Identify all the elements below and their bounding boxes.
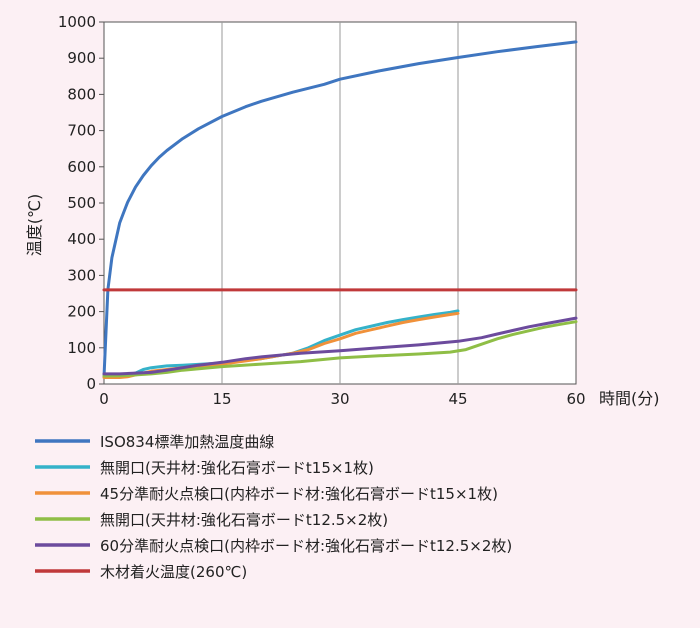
y-tick-label: 700 [67, 122, 96, 140]
legend-label-1: ISO834標準加熱温度曲線 [100, 433, 274, 451]
x-tick-label: 30 [330, 390, 349, 408]
legend-label-4: 無開口(天井材:強化石膏ボードt12.5×2枚) [100, 511, 388, 529]
y-axis-label: 温度(℃) [25, 194, 44, 256]
series-line-1 [102, 40, 578, 379]
x-tick-label: 45 [448, 390, 467, 408]
y-tick-label: 100 [67, 339, 96, 357]
axis-titles: 温度(℃) 時間(分) [25, 194, 660, 408]
y-tick-label: 200 [67, 303, 96, 321]
x-tick-label: 0 [99, 390, 109, 408]
legend-label-5: 60分準耐火点検口(内枠ボード材:強化石膏ボードt12.5×2枚) [100, 537, 512, 555]
y-tick-label: 800 [67, 85, 96, 103]
y-tick-label: 400 [67, 230, 96, 248]
series-line-4 [102, 320, 578, 378]
y-tick-label: 1000 [58, 13, 96, 31]
y-tick-label: 0 [86, 375, 96, 393]
legend-label-3: 45分準耐火点検口(内枠ボード材:強化石膏ボードt15×1枚) [100, 485, 498, 503]
legend-label-6: 木材着火温度(260℃) [100, 563, 247, 581]
axes: 0 15 30 45 600100200300400500600700800900100… [58, 13, 586, 408]
y-tick-label: 600 [67, 158, 96, 176]
series-lines [102, 40, 578, 379]
x-tick-label: 60 [566, 390, 585, 408]
series-line-2 [102, 309, 460, 377]
grid-lines [221, 22, 459, 384]
y-tick-label: 300 [67, 266, 96, 284]
series-line-5 [102, 316, 578, 376]
y-tick-label: 900 [67, 49, 96, 67]
y-tick-label: 500 [67, 194, 96, 212]
x-tick-label: 15 [212, 390, 231, 408]
x-axis-label: 時間(分) [599, 389, 660, 408]
legend-label-2: 無開口(天井材:強化石膏ボードt15×1枚) [100, 459, 374, 477]
